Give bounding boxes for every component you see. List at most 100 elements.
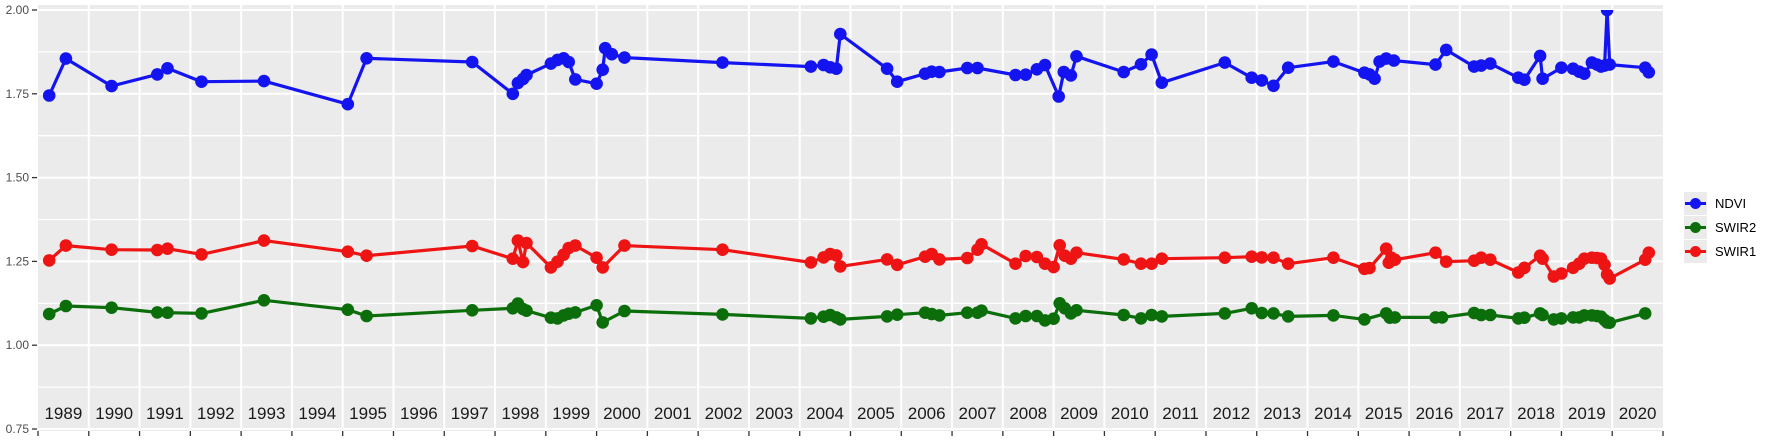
data-point-swir2: [1218, 307, 1232, 320]
data-point-ndvi: [618, 51, 631, 64]
data-point-ndvi: [880, 62, 894, 75]
data-point-swir2: [1555, 312, 1568, 325]
x-axis-year-label: 2004: [806, 404, 844, 423]
data-point-swir2: [1388, 311, 1402, 324]
data-point-swir1: [341, 245, 355, 258]
data-point-ndvi: [1600, 10, 1614, 17]
data-point-swir2: [1145, 308, 1158, 322]
x-axis-year-label: 2003: [755, 404, 793, 423]
data-point-ndvi: [1555, 61, 1568, 74]
x-axis-year-label: 2008: [1009, 404, 1047, 423]
x-axis-year-label: 1997: [451, 404, 489, 423]
data-point-swir1: [1070, 246, 1083, 259]
data-point-swir1: [520, 236, 533, 250]
data-point-swir1: [105, 243, 118, 256]
data-point-ndvi: [506, 87, 520, 101]
legend-item-swir1: SWIR1: [1684, 240, 1756, 263]
data-point-ndvi: [105, 79, 118, 93]
data-point-swir2: [834, 313, 847, 326]
data-point-swir2: [1047, 312, 1060, 326]
x-axis-year-label: 2014: [1314, 404, 1352, 423]
data-point-ndvi: [569, 73, 582, 86]
data-point-swir2: [520, 304, 533, 318]
data-point-swir2: [1358, 313, 1371, 326]
data-point-swir1: [59, 239, 73, 252]
data-point-swir1: [590, 251, 603, 264]
data-point-swir1: [569, 239, 582, 252]
x-axis-year-label: 1998: [502, 404, 540, 423]
data-point-ndvi: [1038, 58, 1052, 72]
data-point-swir2: [1518, 311, 1531, 325]
data-point-swir1: [506, 252, 520, 265]
data-point-ndvi: [804, 60, 818, 73]
data-point-ndvi: [341, 97, 355, 111]
y-axis-tick-label: 2.00: [6, 3, 30, 17]
data-point-swir1: [1429, 246, 1442, 259]
data-point-swir1: [1047, 260, 1060, 274]
data-point-swir2: [1155, 310, 1169, 323]
data-point-ndvi: [1484, 57, 1497, 70]
data-point-ndvi: [1117, 65, 1130, 79]
data-point-ndvi: [1533, 49, 1547, 63]
data-point-swir2: [975, 304, 988, 318]
data-point-swir1: [42, 254, 56, 267]
data-point-swir2: [1019, 309, 1032, 323]
data-point-swir2: [1327, 309, 1340, 322]
data-point-swir2: [1435, 311, 1449, 324]
data-point-swir2: [1536, 308, 1549, 322]
data-point-ndvi: [465, 55, 479, 69]
data-point-ndvi: [1009, 68, 1022, 82]
data-point-swir1: [1555, 267, 1568, 280]
y-axis-tick-label: 1.25: [6, 254, 30, 268]
data-point-swir1: [257, 234, 271, 247]
y-axis-tick-label: 0.75: [6, 422, 30, 436]
x-axis-year-label: 1995: [349, 404, 387, 423]
data-point-swir2: [360, 309, 373, 323]
data-point-ndvi: [1439, 43, 1453, 57]
data-point-ndvi: [596, 63, 609, 76]
series-ndvi: [42, 10, 1656, 111]
data-point-swir2: [890, 308, 904, 322]
data-point-swir1: [161, 242, 174, 255]
data-point-swir1: [1117, 253, 1130, 266]
data-point-swir2: [1255, 306, 1269, 320]
data-point-ndvi: [1603, 58, 1616, 71]
data-point-swir1: [830, 249, 843, 262]
data-point-swir2: [1245, 302, 1258, 315]
data-point-ndvi: [1155, 76, 1169, 89]
data-point-ndvi: [1267, 79, 1280, 93]
data-point-swir1: [975, 238, 988, 251]
data-point-swir1: [1518, 261, 1531, 275]
data-point-swir2: [59, 299, 73, 313]
series-swir2: [42, 294, 1652, 330]
data-point-swir2: [961, 306, 974, 320]
data-point-swir1: [1155, 252, 1169, 265]
data-point-ndvi: [961, 61, 974, 75]
data-point-swir1: [360, 249, 373, 262]
data-point-ndvi: [1536, 72, 1549, 85]
data-point-ndvi: [890, 75, 904, 88]
data-point-ndvi: [830, 62, 843, 75]
gridlines: [38, 5, 1663, 431]
data-point-ndvi: [1019, 68, 1032, 81]
legend-label-swir2: SWIR2: [1715, 220, 1757, 235]
data-point-swir2: [161, 306, 174, 320]
data-point-ndvi: [716, 56, 729, 69]
data-point-swir1: [195, 248, 208, 261]
data-point-ndvi: [1429, 58, 1442, 71]
data-point-swir1: [1388, 253, 1402, 266]
data-point-ndvi: [195, 75, 208, 88]
data-point-swir2: [596, 316, 609, 329]
x-axis-year-label: 2006: [908, 404, 946, 423]
data-point-ndvi: [1218, 56, 1232, 69]
data-point-swir1: [890, 258, 904, 272]
data-point-ndvi: [1052, 90, 1065, 103]
data-point-swir2: [465, 304, 479, 317]
data-point-swir1: [516, 255, 530, 269]
data-point-swir2: [933, 309, 946, 322]
y-axis-tick-label: 1.75: [6, 87, 30, 101]
data-point-swir1: [961, 251, 974, 265]
data-point-ndvi: [1578, 67, 1591, 80]
